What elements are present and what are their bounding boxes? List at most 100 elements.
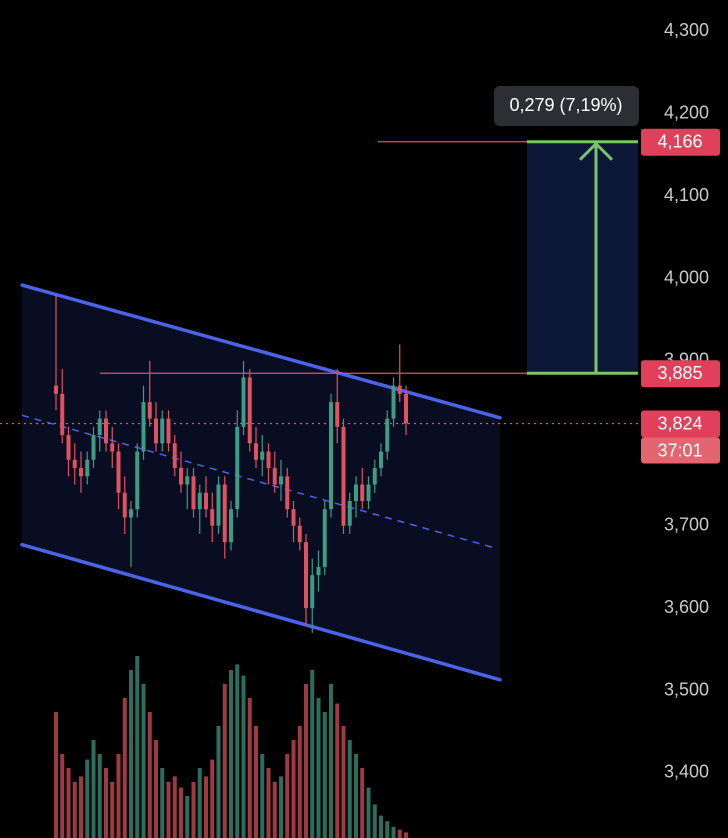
candle-body	[335, 402, 340, 427]
candle-body	[241, 377, 246, 427]
candle-body	[85, 459, 90, 477]
candle-body	[266, 451, 271, 469]
target-label-box	[641, 128, 720, 156]
last-price-label-box	[641, 410, 720, 438]
candle-body	[72, 459, 77, 469]
candle-body	[147, 402, 152, 419]
volume-bar	[122, 698, 127, 838]
candle-body	[372, 468, 377, 485]
candle-body	[222, 484, 227, 543]
volume-bar	[91, 740, 96, 838]
candle-body	[191, 476, 196, 510]
volume-bar	[141, 684, 146, 838]
candle-body	[404, 393, 408, 424]
volume-bar	[354, 754, 358, 838]
candle-body	[247, 377, 252, 444]
y-tick-label: 4,100	[664, 185, 709, 205]
candle-body	[329, 402, 333, 510]
candle-body	[391, 385, 396, 419]
candle-body	[285, 476, 290, 510]
volume-bar	[310, 670, 315, 838]
candle-body	[254, 443, 258, 460]
candle-body	[129, 509, 133, 518]
candle-body	[291, 509, 296, 526]
candle-body	[104, 418, 108, 444]
volume-bar	[372, 804, 377, 838]
volume-bar	[316, 698, 321, 838]
volume-bar	[72, 782, 77, 838]
candle-body	[385, 418, 390, 452]
entry-label: 3,885	[657, 363, 702, 383]
candle-body	[304, 542, 308, 609]
y-tick-label: 3,500	[664, 679, 709, 699]
volume-bar	[197, 768, 202, 838]
volume-bar	[160, 768, 165, 838]
volume-bar	[154, 740, 158, 838]
candle-body	[154, 418, 158, 444]
last-price-label: 3,824	[657, 413, 702, 433]
channel-lower	[20, 542, 502, 682]
volume-bar	[279, 776, 283, 838]
candle-body	[272, 468, 277, 485]
candle-body	[97, 418, 102, 436]
candle-body	[172, 443, 177, 469]
candle-body	[297, 525, 302, 543]
entry-label-box	[641, 360, 720, 388]
volume-bar	[185, 796, 190, 838]
volume-bar	[204, 776, 208, 838]
volume-bar	[360, 768, 365, 838]
candle-body	[341, 426, 346, 526]
volume-bar	[291, 740, 296, 838]
candle-body	[166, 418, 171, 444]
candle-body	[316, 566, 321, 576]
candle-body	[322, 509, 327, 567]
candle-body	[210, 509, 215, 526]
volume-bar	[241, 675, 246, 838]
candle-body	[354, 484, 358, 501]
y-tick-label: 3,400	[664, 762, 709, 782]
volume-bar	[347, 740, 352, 838]
volume-bar	[391, 826, 396, 838]
volume-bar	[222, 684, 227, 838]
volume-bar	[366, 787, 371, 838]
target-label: 4,166	[657, 131, 702, 151]
y-tick-label: 3,700	[664, 514, 709, 534]
volume-bar	[179, 787, 183, 838]
y-tick-label: 4,200	[664, 102, 709, 122]
volume-bar	[85, 759, 90, 838]
volume-bar	[385, 821, 390, 838]
volume-bar	[404, 832, 408, 838]
volume-bar	[229, 670, 233, 838]
volume-bar	[341, 726, 346, 838]
candle-body	[379, 451, 383, 469]
candle-body	[135, 451, 140, 510]
candle-body	[179, 468, 183, 485]
candle-body	[260, 451, 265, 460]
volume-bar	[172, 776, 177, 838]
volume-bar	[191, 782, 196, 838]
volume-bar	[104, 768, 108, 838]
volume-bar	[247, 698, 252, 838]
volume-bar	[272, 782, 277, 838]
volume-bar	[97, 754, 102, 838]
volume-bar	[285, 754, 290, 838]
volume-bar	[135, 656, 140, 838]
candle-body	[216, 484, 221, 526]
volume-bar	[147, 712, 152, 838]
candle-body	[91, 435, 96, 460]
volume-bar	[335, 703, 340, 838]
volume-bar	[129, 670, 133, 838]
candle-body	[54, 385, 58, 394]
measure-label: 0,279 (7,19%)	[509, 95, 622, 115]
volume-bar	[79, 776, 83, 838]
volume-bar	[266, 768, 271, 838]
candle-body	[116, 451, 121, 493]
volume-bar	[322, 712, 327, 838]
candle-body	[397, 385, 402, 394]
countdown: 37:01	[657, 440, 702, 460]
volume-bar	[304, 684, 308, 838]
volume-bar	[54, 712, 58, 838]
target-zone	[527, 141, 638, 374]
